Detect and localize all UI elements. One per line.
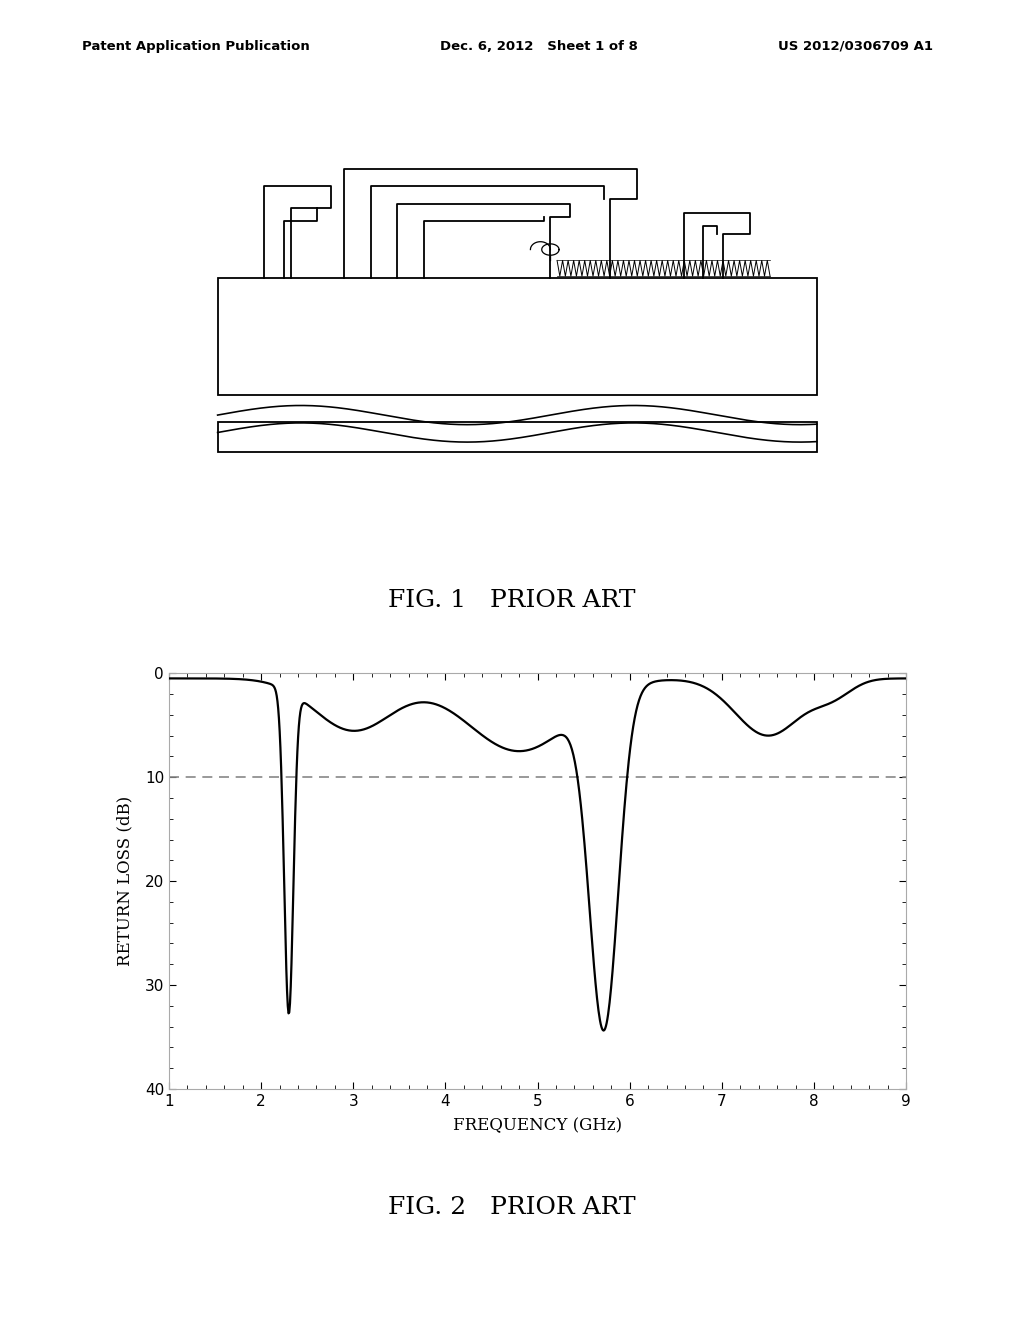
Bar [217, 277, 817, 396]
Text: US 2012/0306709 A1: US 2012/0306709 A1 [778, 40, 933, 53]
Text: Patent Application Publication: Patent Application Publication [82, 40, 309, 53]
X-axis label: FREQUENCY (GHz): FREQUENCY (GHz) [453, 1117, 623, 1134]
Text: Dec. 6, 2012   Sheet 1 of 8: Dec. 6, 2012 Sheet 1 of 8 [440, 40, 638, 53]
Bar [217, 421, 817, 451]
Y-axis label: RETURN LOSS (dB): RETURN LOSS (dB) [117, 796, 133, 966]
Text: FIG. 2   PRIOR ART: FIG. 2 PRIOR ART [388, 1196, 636, 1220]
Text: FIG. 1   PRIOR ART: FIG. 1 PRIOR ART [388, 589, 636, 612]
